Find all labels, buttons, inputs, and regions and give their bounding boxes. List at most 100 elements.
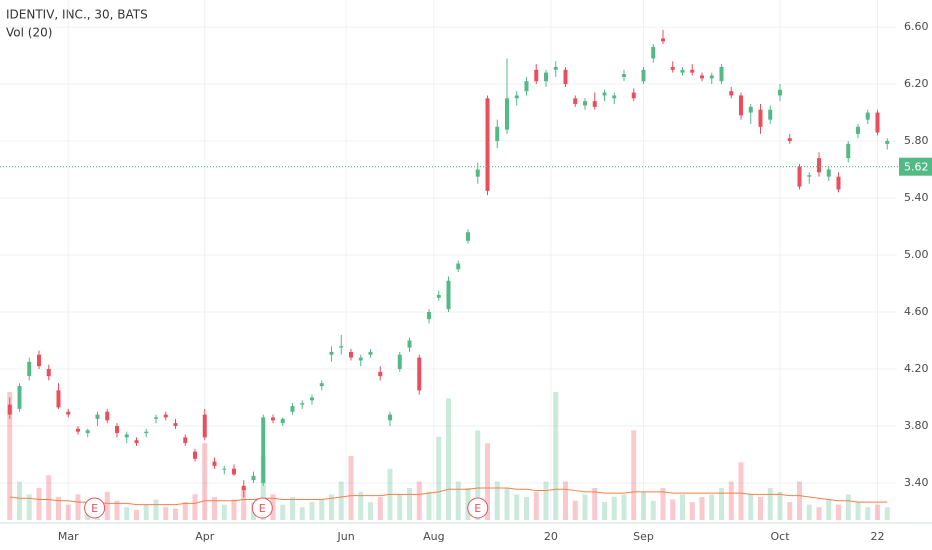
volume-bar: [514, 494, 520, 520]
candle-body: [583, 101, 587, 106]
volume-bar: [670, 499, 676, 520]
candle-body: [768, 109, 773, 120]
volume-bar: [143, 504, 149, 520]
candle-body: [407, 340, 412, 348]
earnings-marker: [251, 497, 273, 519]
candle-body: [875, 112, 880, 133]
volume-bar: [270, 494, 276, 520]
candle-body: [544, 72, 548, 82]
candle-body: [290, 406, 295, 412]
volume-bar: [104, 491, 110, 520]
candle-body: [680, 69, 685, 73]
candle-body: [729, 91, 734, 96]
candle-body: [524, 81, 529, 92]
candle-body: [856, 126, 860, 134]
volume-bar: [377, 496, 383, 520]
volume-bar: [611, 496, 617, 520]
candle-body: [641, 69, 646, 82]
candle-body: [310, 397, 314, 401]
candle-body: [690, 69, 695, 73]
volume-bar: [17, 481, 22, 520]
volume-bar: [777, 491, 783, 520]
volume-bar: [358, 491, 364, 520]
earnings-label: E: [474, 502, 481, 515]
volume-bar: [875, 504, 880, 520]
candle-body: [105, 411, 110, 421]
volume-bar: [36, 488, 42, 520]
candle-body: [885, 141, 890, 144]
volume-bar: [416, 481, 422, 520]
candle-body: [95, 414, 100, 419]
candle-body: [46, 368, 51, 377]
volume-bar: [884, 507, 890, 520]
volume-bar: [260, 456, 266, 520]
volume-bar: [455, 481, 461, 520]
volume-bar: [602, 502, 607, 520]
volume-bar: [182, 502, 188, 520]
volume-bar: [329, 494, 334, 520]
candle-body: [573, 98, 578, 104]
volume-bar: [436, 436, 442, 520]
candle-body: [17, 386, 22, 409]
x-tick-label: Apr: [195, 530, 215, 543]
volume-bar: [65, 504, 71, 520]
candle-body: [485, 98, 490, 191]
candle-body: [183, 437, 188, 444]
candle-body: [368, 351, 373, 355]
chart-title: IDENTIV, INC., 30, BATS: [6, 8, 148, 22]
candle-body: [436, 294, 441, 298]
candle-body: [329, 351, 334, 355]
candle-body: [797, 166, 802, 187]
volume-bar: [221, 504, 227, 520]
volume-bar: [280, 504, 286, 520]
volume-bar: [56, 496, 61, 520]
volume-bar: [407, 488, 412, 520]
volume-bar: [709, 494, 715, 520]
volume-bar: [75, 494, 81, 520]
volume-bar: [368, 502, 373, 520]
volume-bar: [231, 499, 237, 520]
grid: [0, 0, 897, 520]
volume-bar: [26, 494, 32, 520]
last-price-label: 5.62: [904, 161, 929, 174]
volume-bar: [163, 507, 169, 520]
volume-bar: [46, 475, 52, 520]
candle-body: [56, 390, 61, 408]
volume-bar: [202, 443, 208, 520]
volume-bar: [290, 496, 295, 520]
volume-bar: [738, 462, 744, 520]
candle-body: [66, 411, 71, 415]
candle-body: [124, 434, 129, 438]
x-tick-label: Sep: [633, 530, 654, 543]
candle-body: [622, 74, 626, 77]
volume-bar: [485, 443, 490, 520]
volume-bar: [650, 500, 656, 520]
candle-body: [85, 430, 90, 434]
candle-body: [651, 47, 656, 59]
volume-bar: [397, 494, 403, 520]
volume-bar: [504, 488, 510, 520]
candle-body: [378, 371, 383, 377]
candle-body: [661, 38, 665, 42]
volume-bar: [212, 496, 217, 520]
candle-body: [505, 98, 509, 130]
volume-bar: [124, 507, 130, 520]
candle-body: [280, 418, 285, 424]
candle-body: [251, 475, 256, 481]
volume-bar: [719, 488, 724, 520]
y-tick-label: 5.80: [904, 134, 929, 147]
candle-body: [271, 417, 275, 421]
volume-bar: [845, 494, 851, 520]
x-tick-label: 20: [544, 530, 558, 543]
candle-body: [76, 428, 80, 432]
x-tick-label: 22: [871, 530, 885, 543]
earnings-marker: [84, 497, 106, 519]
volume-bar: [299, 507, 305, 520]
candle-body: [846, 143, 851, 159]
candle-body: [202, 414, 207, 438]
candle-body: [602, 92, 607, 96]
x-tick-label: Aug: [423, 530, 444, 543]
candle-body: [319, 383, 324, 387]
candle-body: [193, 451, 197, 459]
